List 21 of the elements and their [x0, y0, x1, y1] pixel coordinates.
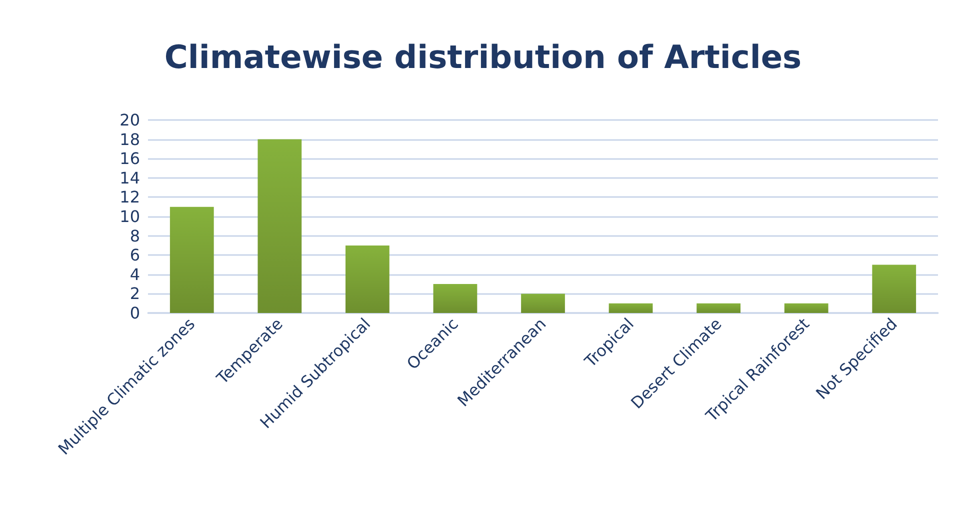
bar [872, 264, 916, 313]
y-tick-label: 16 [120, 149, 140, 168]
bar [608, 303, 653, 313]
bar [521, 294, 565, 313]
bar [346, 245, 390, 313]
bar [170, 206, 214, 313]
bar [784, 303, 828, 313]
y-tick-label: 0 [130, 304, 140, 322]
y-tick-label: 8 [130, 226, 140, 246]
y-tick-label: 14 [120, 168, 140, 188]
y-tick-label: 2 [130, 284, 140, 304]
chart-title: Climatewise distribution of Articles [164, 38, 802, 76]
y-tick-label: 6 [130, 246, 140, 265]
y-tick-label: 18 [120, 130, 140, 149]
y-tick-label: 4 [130, 264, 140, 284]
y-tick-label: 10 [120, 207, 140, 226]
bar [696, 303, 740, 313]
y-tick-label: 12 [120, 188, 140, 207]
y-tick-label: 20 [120, 110, 140, 130]
bar [258, 139, 302, 313]
bar [433, 284, 478, 313]
